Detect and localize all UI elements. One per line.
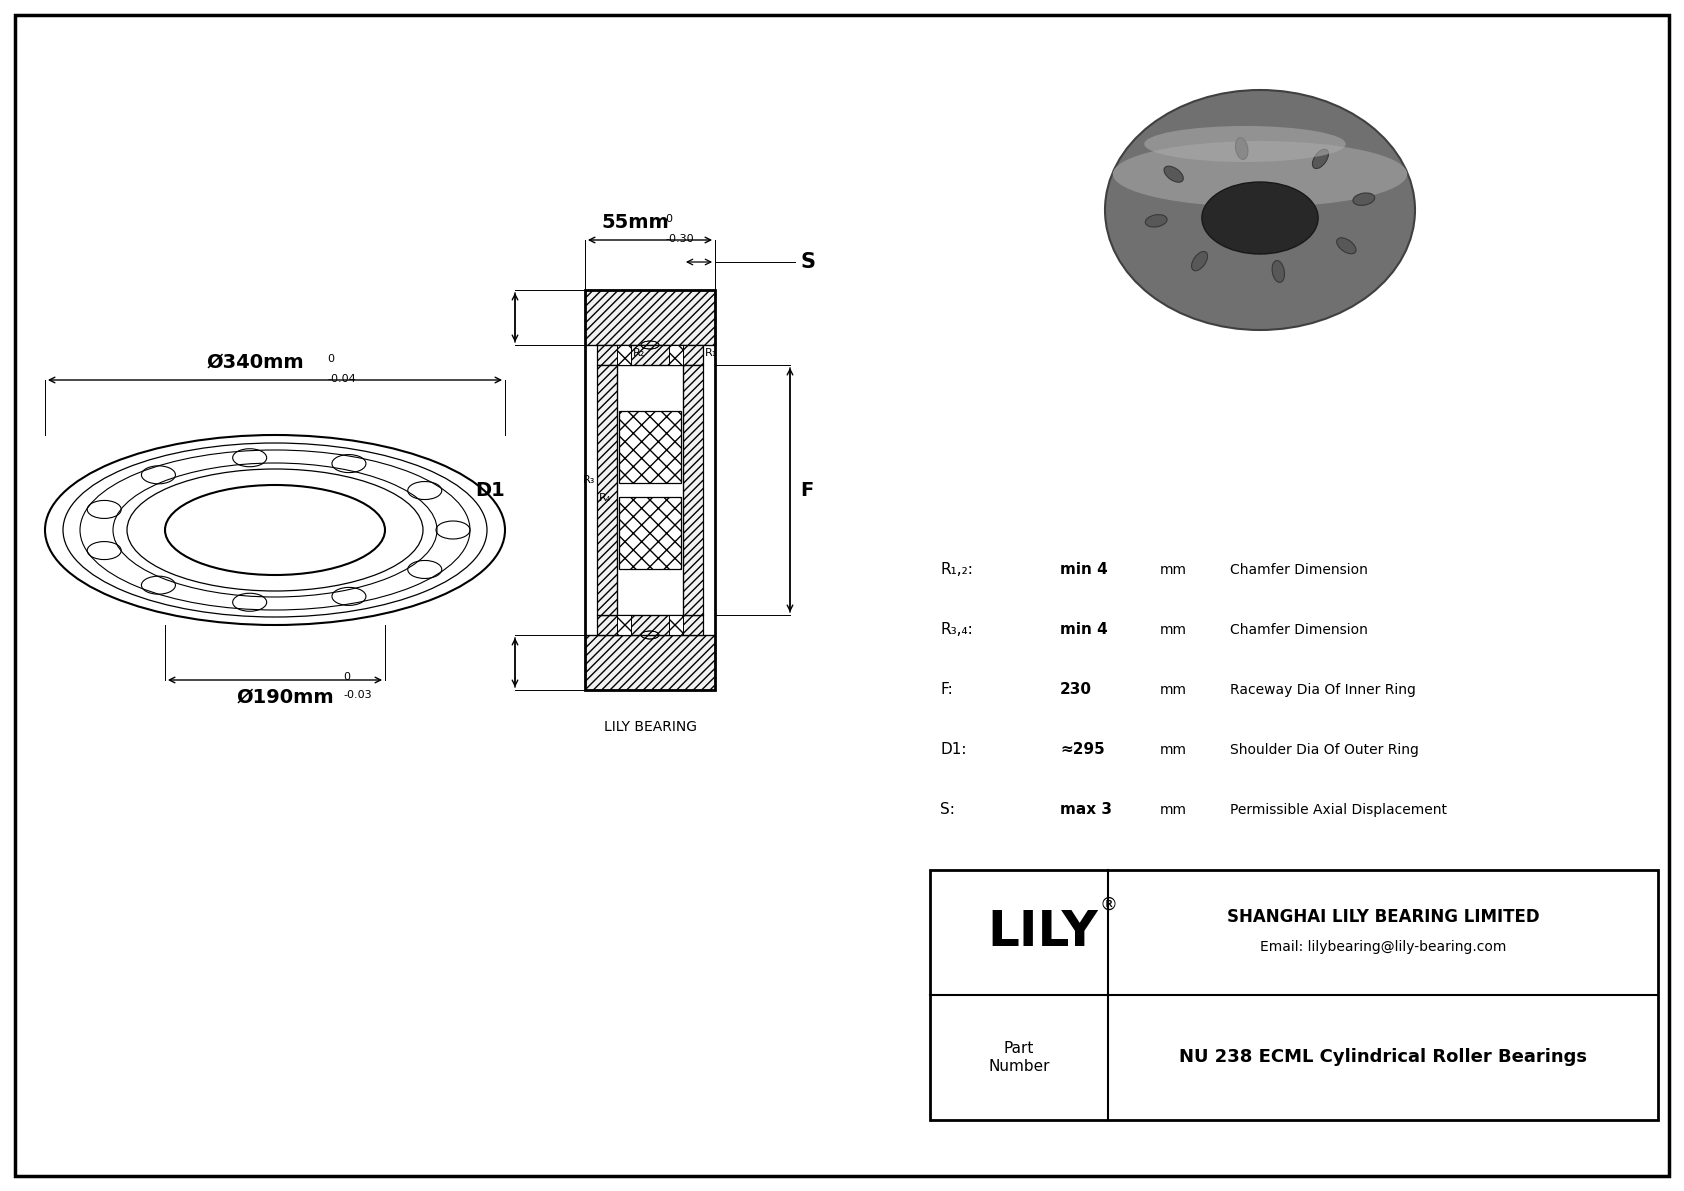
- Text: ®: ®: [1100, 896, 1118, 913]
- Ellipse shape: [1312, 149, 1329, 169]
- Text: Raceway Dia Of Inner Ring: Raceway Dia Of Inner Ring: [1229, 682, 1416, 697]
- Text: min 4: min 4: [1059, 623, 1108, 637]
- Text: mm: mm: [1160, 682, 1187, 697]
- Text: LILY: LILY: [987, 909, 1098, 956]
- Text: Chamfer Dimension: Chamfer Dimension: [1229, 563, 1367, 576]
- Text: mm: mm: [1160, 623, 1187, 637]
- Text: Chamfer Dimension: Chamfer Dimension: [1229, 623, 1367, 637]
- Text: R₃,₄:: R₃,₄:: [940, 623, 973, 637]
- Ellipse shape: [1164, 167, 1184, 182]
- Text: S: S: [800, 252, 815, 272]
- Text: min 4: min 4: [1059, 562, 1108, 578]
- Text: NU 238 ECML Cylindrical Roller Bearings: NU 238 ECML Cylindrical Roller Bearings: [1179, 1048, 1586, 1066]
- Bar: [669, 345, 684, 364]
- Text: 55mm: 55mm: [601, 213, 669, 232]
- Ellipse shape: [1236, 138, 1248, 160]
- Ellipse shape: [1145, 214, 1167, 227]
- Ellipse shape: [1113, 141, 1408, 207]
- Text: -0.30: -0.30: [665, 233, 694, 244]
- Text: R₂: R₂: [633, 348, 645, 358]
- Text: mm: mm: [1160, 803, 1187, 817]
- Text: SHANGHAI LILY BEARING LIMITED: SHANGHAI LILY BEARING LIMITED: [1226, 909, 1539, 927]
- Ellipse shape: [1202, 182, 1319, 254]
- Text: Part
Number: Part Number: [989, 1041, 1049, 1074]
- Text: -0.03: -0.03: [344, 690, 372, 700]
- Text: -0.04: -0.04: [327, 374, 355, 384]
- Text: Shoulder Dia Of Outer Ring: Shoulder Dia Of Outer Ring: [1229, 743, 1420, 757]
- Text: Ø190mm: Ø190mm: [236, 688, 333, 707]
- Ellipse shape: [1337, 238, 1356, 254]
- Text: mm: mm: [1160, 563, 1187, 576]
- Ellipse shape: [1192, 251, 1207, 270]
- Text: F:: F:: [940, 682, 953, 698]
- Bar: [584, 635, 716, 690]
- Text: 230: 230: [1059, 682, 1091, 698]
- Bar: [616, 345, 632, 364]
- Text: Permissible Axial Displacement: Permissible Axial Displacement: [1229, 803, 1447, 817]
- Bar: [616, 615, 632, 635]
- Text: S:: S:: [940, 803, 955, 817]
- Text: F: F: [800, 480, 813, 499]
- Text: R₄: R₄: [600, 493, 611, 503]
- Bar: [620, 497, 680, 569]
- Bar: [598, 345, 702, 364]
- Bar: [584, 289, 716, 345]
- Text: Ø340mm: Ø340mm: [205, 353, 303, 372]
- Text: ≈295: ≈295: [1059, 742, 1105, 757]
- Bar: [930, 869, 1659, 1120]
- Text: LILY BEARING: LILY BEARING: [603, 721, 697, 734]
- Text: R₁,₂:: R₁,₂:: [940, 562, 973, 578]
- Text: D1:: D1:: [940, 742, 967, 757]
- Ellipse shape: [1352, 193, 1374, 205]
- Text: mm: mm: [1160, 743, 1187, 757]
- Bar: [669, 615, 684, 635]
- Ellipse shape: [1271, 261, 1285, 282]
- Bar: [584, 289, 716, 690]
- Text: R₁: R₁: [706, 348, 717, 358]
- Bar: [598, 364, 616, 615]
- Text: Email: lilybearing@lily-bearing.com: Email: lilybearing@lily-bearing.com: [1260, 941, 1505, 954]
- Ellipse shape: [1143, 126, 1346, 162]
- Bar: [620, 411, 680, 484]
- Text: 0: 0: [665, 214, 672, 224]
- Text: 0: 0: [327, 354, 333, 364]
- Text: D1: D1: [475, 480, 505, 499]
- Text: R₃: R₃: [583, 475, 594, 485]
- Bar: [684, 364, 702, 615]
- Text: max 3: max 3: [1059, 803, 1111, 817]
- Bar: [598, 615, 702, 635]
- Text: 0: 0: [344, 672, 350, 682]
- Ellipse shape: [1105, 91, 1415, 330]
